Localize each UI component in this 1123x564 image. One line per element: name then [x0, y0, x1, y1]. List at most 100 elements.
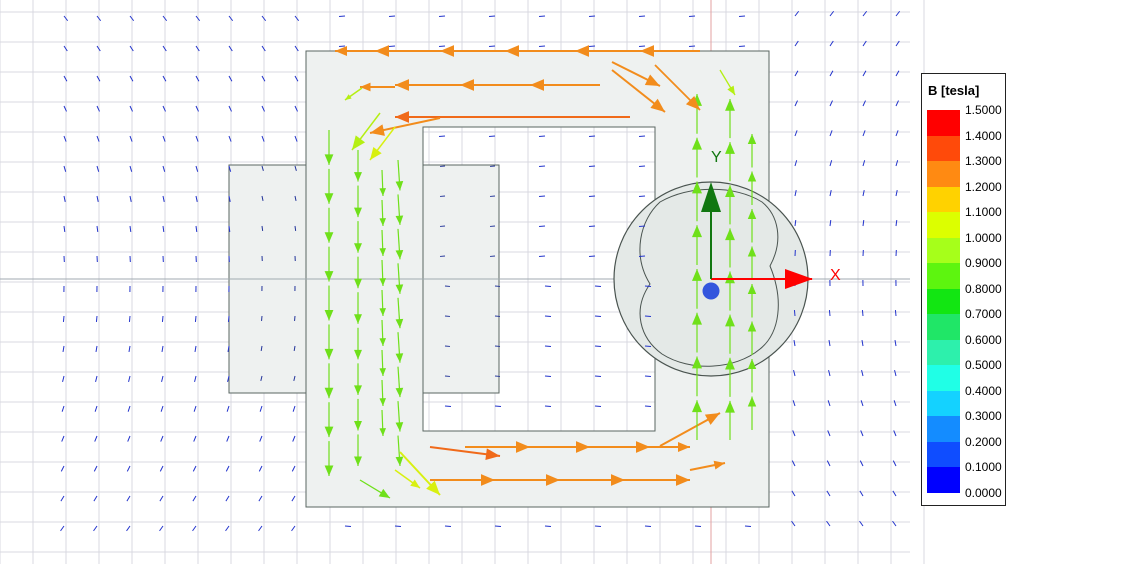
flux-arrow	[354, 398, 362, 431]
low-field-vector	[862, 70, 867, 77]
low-field-vector	[93, 465, 98, 472]
flux-arrow	[395, 159, 404, 191]
low-field-vector	[226, 435, 230, 442]
low-field-vector	[892, 520, 897, 527]
y-axis-arrowhead	[701, 182, 721, 212]
low-field-vector	[261, 135, 265, 142]
flux-arrow	[465, 441, 530, 453]
low-field-vector	[644, 345, 652, 348]
low-field-vector	[588, 195, 596, 198]
low-field-vector	[829, 70, 834, 77]
y-axis-label: Y	[711, 149, 722, 166]
low-field-vector	[293, 375, 296, 381]
low-field-vector	[162, 225, 165, 233]
low-field-vector	[291, 525, 296, 532]
flux-arrow	[747, 284, 757, 318]
low-field-vector	[293, 345, 296, 352]
flux-arrow	[725, 400, 735, 440]
low-field-vector	[261, 195, 264, 201]
x-axis-arrowhead	[785, 269, 813, 289]
flux-arrow	[335, 45, 375, 57]
low-field-vector	[594, 525, 602, 528]
flux-arrow	[379, 259, 386, 287]
low-field-vector	[594, 345, 602, 348]
flux-arrow	[394, 469, 421, 489]
low-field-vector	[792, 430, 796, 437]
low-field-vector	[60, 465, 65, 472]
flux-arrow	[429, 446, 501, 461]
low-field-vector	[538, 135, 546, 138]
legend-tick-label: 1.4000	[965, 128, 1002, 143]
low-field-vector	[162, 195, 165, 202]
flux-arrow	[725, 142, 735, 182]
low-field-vector	[694, 525, 702, 528]
flux-arrow	[395, 366, 404, 398]
x-axis-label: X	[830, 267, 841, 284]
low-field-vector	[829, 100, 833, 107]
low-field-vector	[793, 340, 796, 347]
low-field-vector	[588, 135, 596, 138]
flux-arrow	[725, 357, 735, 397]
low-field-vector	[859, 460, 864, 467]
low-field-vector	[129, 225, 132, 233]
flux-arrow	[719, 69, 736, 96]
low-field-vector	[127, 435, 131, 442]
low-field-vector	[638, 15, 646, 18]
low-field-vector	[63, 15, 69, 22]
low-field-vector	[294, 195, 297, 201]
low-field-vector	[161, 375, 164, 382]
low-field-vector	[96, 75, 101, 82]
flux-arrow	[354, 434, 362, 466]
low-field-vector	[638, 255, 646, 258]
low-field-vector	[159, 525, 164, 532]
low-field-vector	[228, 45, 233, 52]
flux-arrow	[324, 130, 334, 165]
low-field-vector	[129, 75, 134, 82]
low-field-vector	[644, 405, 652, 408]
low-field-vector	[894, 340, 897, 347]
low-field-vector	[344, 525, 352, 528]
low-field-vector	[794, 190, 797, 197]
low-field-vector	[291, 465, 296, 472]
low-field-vector	[744, 525, 752, 528]
low-field-vector	[294, 165, 297, 171]
low-field-vector	[192, 465, 197, 472]
flux-arrow	[379, 229, 386, 257]
low-field-vector	[95, 345, 98, 352]
low-field-vector	[294, 225, 297, 232]
low-field-vector	[791, 490, 796, 497]
flux-arrow	[691, 356, 703, 397]
legend-tick-label: 1.0000	[965, 230, 1002, 245]
low-field-vector	[594, 285, 602, 288]
legend-tick-label: 0.5000	[965, 358, 1002, 372]
flux-arrow	[395, 111, 630, 123]
low-field-vector	[96, 225, 99, 233]
low-field-vector	[128, 345, 131, 352]
low-field-vector	[544, 285, 552, 288]
low-field-vector	[192, 525, 197, 532]
low-field-vector	[829, 40, 834, 47]
low-field-vector	[688, 45, 696, 48]
low-field-vector	[794, 10, 800, 17]
flux-arrow	[659, 412, 721, 447]
low-field-vector	[226, 405, 230, 412]
low-field-vector	[128, 315, 131, 323]
flux-arrow	[354, 185, 362, 218]
flux-arrow	[379, 289, 386, 317]
low-field-vector	[738, 15, 746, 18]
legend-swatch	[927, 339, 960, 365]
low-field-vector	[61, 405, 65, 412]
flux-arrow	[324, 363, 334, 399]
low-field-vector	[195, 15, 201, 22]
low-field-vector	[260, 345, 263, 352]
low-field-vector	[161, 345, 164, 352]
low-field-vector	[861, 370, 864, 377]
flux-arrow	[725, 99, 735, 139]
low-field-vector	[228, 225, 231, 233]
low-field-vector	[827, 430, 831, 437]
legend-swatch	[927, 365, 960, 391]
low-field-vector	[93, 495, 98, 502]
low-field-vector	[63, 195, 66, 202]
low-field-vector	[93, 525, 98, 532]
